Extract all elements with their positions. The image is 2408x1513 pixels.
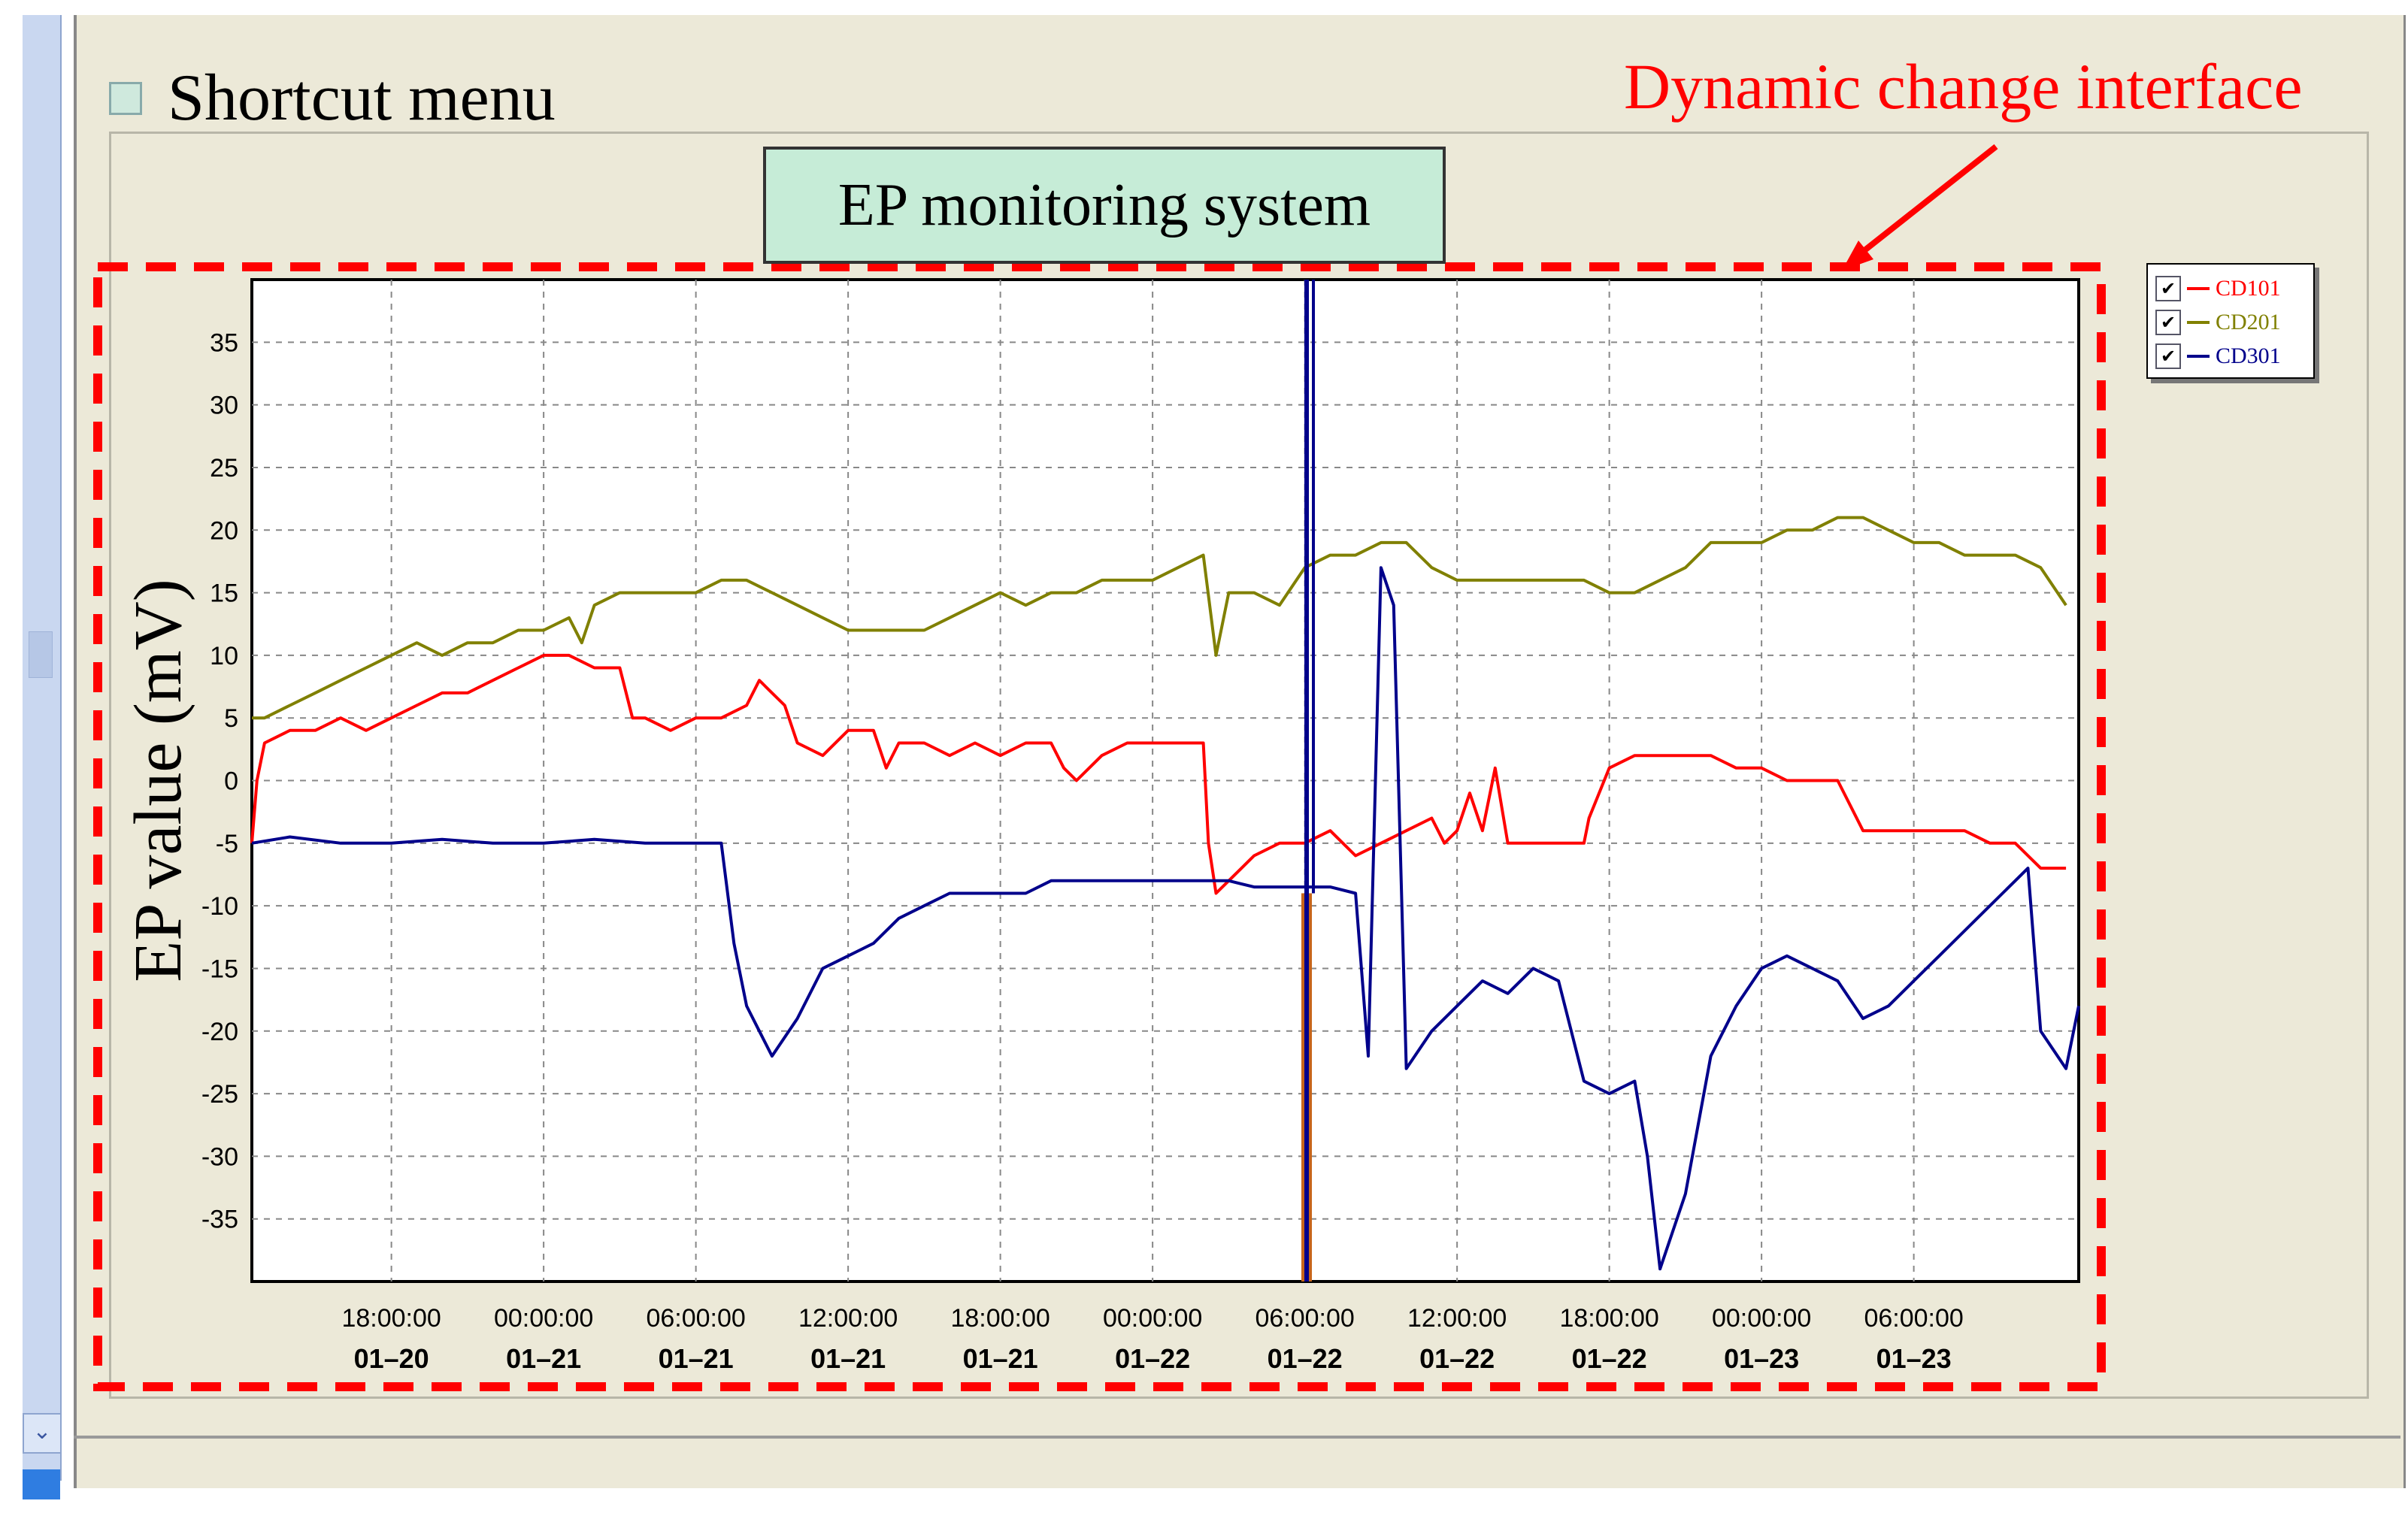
y-tick-label: 15 bbox=[210, 579, 238, 608]
legend-label: CD301 bbox=[2216, 343, 2281, 368]
series-line-cd101 bbox=[250, 653, 2067, 895]
x-tick-date: 01–22 bbox=[1572, 1343, 1647, 1374]
x-tick-time: 18:00:00 bbox=[341, 1304, 441, 1333]
shortcut-menu[interactable]: Shortcut menu bbox=[109, 60, 556, 136]
y-tick-label: -20 bbox=[201, 1018, 238, 1046]
series-lines bbox=[250, 256, 2080, 1282]
y-tick-label: 20 bbox=[210, 516, 238, 545]
legend-checkbox-icon[interactable]: ✔ bbox=[2155, 343, 2181, 369]
y-tick-label: -30 bbox=[201, 1142, 238, 1171]
x-tick-date: 01–23 bbox=[1876, 1343, 1952, 1374]
annotation-overlay bbox=[93, 144, 2106, 1391]
scroll-down-arrow-icon[interactable]: ⌄ bbox=[23, 1413, 62, 1454]
y-tick-label: 5 bbox=[224, 704, 238, 733]
x-tick-time: 12:00:00 bbox=[798, 1304, 898, 1333]
annotation-label: Dynamic change interface bbox=[1624, 50, 2303, 123]
x-tick-time: 06:00:00 bbox=[1864, 1304, 1963, 1333]
legend-item-cd101[interactable]: ✔ CD101 bbox=[2155, 274, 2281, 304]
legend-swatch bbox=[2187, 321, 2210, 324]
x-tick-date: 01–21 bbox=[810, 1343, 886, 1374]
y-tick-label: 30 bbox=[210, 392, 238, 420]
shortcut-box-icon bbox=[109, 81, 142, 115]
x-tick-time: 18:00:00 bbox=[1559, 1304, 1658, 1333]
tick-labels: -35 -30 -25 -20 -15 -10 -5 0 5 10 15 20 25 30 35 18:00:… bbox=[121, 328, 1964, 1374]
legend-swatch bbox=[2187, 355, 2210, 358]
annotation-arrow bbox=[1851, 144, 1998, 262]
x-tick-time: 00:00:00 bbox=[494, 1304, 593, 1333]
x-tick-date: 01–22 bbox=[1268, 1343, 1343, 1374]
legend-checkbox-icon[interactable]: ✔ bbox=[2155, 310, 2181, 335]
x-tick-date: 01–20 bbox=[354, 1343, 429, 1374]
x-tick-time: 12:00:00 bbox=[1407, 1304, 1507, 1333]
shortcut-menu-label: Shortcut menu bbox=[168, 62, 556, 135]
y-axis-label: EP value (mV) bbox=[121, 579, 195, 982]
legend-label: CD201 bbox=[2216, 310, 2281, 334]
x-tick-date: 01–23 bbox=[1724, 1343, 1799, 1374]
legend-checkbox-icon[interactable]: ✔ bbox=[2155, 276, 2181, 301]
x-tick-date: 01–21 bbox=[506, 1343, 581, 1374]
y-tick-label: -15 bbox=[201, 955, 238, 983]
y-tick-label: 10 bbox=[210, 642, 238, 670]
annotation-arrowhead-icon bbox=[1842, 241, 1873, 271]
series-line-cd201 bbox=[252, 516, 2067, 720]
y-tick-label: 25 bbox=[210, 454, 238, 483]
x-tick-date: 01–21 bbox=[963, 1343, 1038, 1374]
x-tick-date: 01–22 bbox=[1115, 1343, 1190, 1374]
y-tick-label: 35 bbox=[210, 328, 238, 357]
x-tick-time: 00:00:00 bbox=[1712, 1304, 1811, 1333]
legend: ✔ CD101 ✔ CD201 ✔ CD301 bbox=[2146, 263, 2315, 379]
left-scrollbar[interactable]: ⌄ bbox=[23, 15, 62, 1499]
x-tick-date: 01–21 bbox=[659, 1343, 734, 1374]
y-tick-label: -5 bbox=[216, 830, 238, 858]
y-tick-label: -10 bbox=[201, 892, 238, 921]
legend-item-cd201[interactable]: ✔ CD201 bbox=[2155, 307, 2281, 337]
x-tick-time: 00:00:00 bbox=[1103, 1304, 1202, 1333]
grid bbox=[250, 278, 2080, 1283]
legend-swatch bbox=[2187, 287, 2210, 290]
legend-item-cd301[interactable]: ✔ CD301 bbox=[2155, 341, 2281, 371]
x-tick-time: 18:00:00 bbox=[950, 1304, 1050, 1333]
annotation-box bbox=[93, 262, 2106, 1391]
taskbar-strip bbox=[23, 1469, 60, 1499]
y-tick-label: 0 bbox=[224, 767, 238, 796]
y-tick-label: -25 bbox=[201, 1080, 238, 1109]
scroll-thumb[interactable] bbox=[29, 631, 53, 678]
y-tick-label: -35 bbox=[201, 1206, 238, 1234]
legend-label: CD101 bbox=[2216, 276, 2281, 301]
x-tick-date: 01–22 bbox=[1419, 1343, 1495, 1374]
x-tick-time: 06:00:00 bbox=[1255, 1304, 1354, 1333]
status-bar bbox=[74, 1436, 2400, 1439]
x-tick-time: 06:00:00 bbox=[646, 1304, 745, 1333]
chart-title: EP monitoring system bbox=[763, 147, 1446, 264]
